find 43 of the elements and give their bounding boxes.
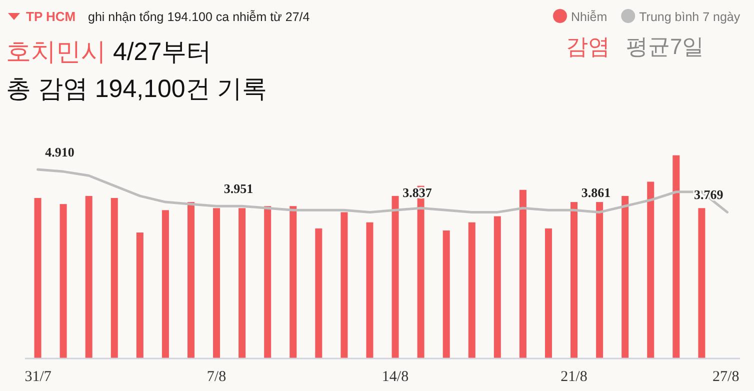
x-tick-label: 27/8 xyxy=(712,369,740,385)
bar xyxy=(698,208,706,358)
text: ghi nhận tổng 194.100 ca nhiễm từ 27/4 xyxy=(88,10,310,24)
annotation: 4.910 xyxy=(45,144,74,160)
bar xyxy=(136,232,144,358)
chart-title: 호치민시 4/27부터 xyxy=(6,38,212,66)
text: TP HCM xyxy=(26,9,76,24)
bar xyxy=(85,196,92,358)
bar xyxy=(162,210,169,358)
annotation: 3.861 xyxy=(581,185,611,200)
bar xyxy=(622,196,629,358)
bar xyxy=(110,198,118,358)
text: 평균7일 xyxy=(626,34,704,59)
bar xyxy=(34,198,42,358)
x-tick-label: 21/8 xyxy=(560,369,588,385)
bar xyxy=(570,202,578,358)
bar xyxy=(672,155,680,358)
bar xyxy=(187,202,194,358)
bar xyxy=(213,208,220,358)
bar xyxy=(60,204,67,358)
x-tick-label: 14/8 xyxy=(382,369,409,385)
annotation: 3.951 xyxy=(224,181,254,196)
x-tick-label: 7/8 xyxy=(206,369,226,385)
bar xyxy=(392,196,399,358)
bar xyxy=(264,206,272,358)
legend-label: Trung bình 7 ngày xyxy=(639,10,741,24)
chart-subtitle: 총 감염 194,100건 기록 xyxy=(6,75,268,103)
bar xyxy=(544,228,552,358)
bar xyxy=(315,228,322,358)
annotation: 3.769 xyxy=(694,187,724,202)
bar xyxy=(290,206,297,358)
bar xyxy=(519,190,526,358)
bar xyxy=(238,208,246,358)
bar xyxy=(468,222,476,358)
legend-label: Nhiễm xyxy=(571,10,608,24)
bar xyxy=(647,182,654,358)
bar xyxy=(340,212,348,358)
bar xyxy=(494,216,501,358)
text: 감염 xyxy=(566,34,610,59)
bar xyxy=(366,222,374,358)
x-tick-label: 31/7 xyxy=(24,369,52,385)
bar xyxy=(596,202,604,358)
bar xyxy=(442,230,450,358)
